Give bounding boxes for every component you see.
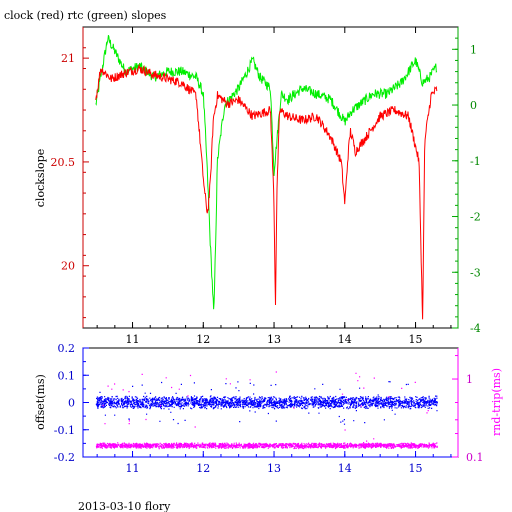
rnd-trip-scatter-points <box>95 371 438 450</box>
top-x-tick-label: 12 <box>196 333 210 346</box>
top-y2-tick-label: 1 <box>470 43 477 56</box>
top-x-tick-label: 15 <box>409 333 423 346</box>
bottom-y-tick-label: -0.2 <box>54 451 75 464</box>
bottom-x-tick-label: 11 <box>126 462 140 475</box>
bottom-x-tick-label: 15 <box>409 462 423 475</box>
bottom-x-tick-label: 12 <box>196 462 210 475</box>
top-series-layer <box>95 35 438 320</box>
chart-title: clock (red) rtc (green) slopes <box>4 9 167 22</box>
bottom-y-tick-label: 0 <box>68 397 75 410</box>
top-x-tick-label: 11 <box>126 333 140 346</box>
bottom-x-tick-label: 13 <box>267 462 281 475</box>
top-y2-tick-label: -3 <box>470 266 481 279</box>
bottom-x-ticks: 11 12 13 14 15 <box>96 451 452 475</box>
bottom-series-layer <box>95 371 438 450</box>
clock-series-line <box>95 63 438 320</box>
offset-scatter-points <box>95 381 438 425</box>
top-y-axis-label: clockslope <box>34 149 47 207</box>
bottom-y-tick-label: 0.1 <box>58 369 76 382</box>
bottom-y-axis-label: offset(ms) <box>34 374 47 430</box>
top-y-tick-label: 20 <box>61 260 75 273</box>
bottom-y-ticks: 0.2 0.1 0 -0.1 -0.2 <box>54 342 89 464</box>
top-y2-tick-label: -4 <box>470 322 481 335</box>
bottom-y2-ticks: 10.1 <box>452 355 484 464</box>
bottom-y2-tick-label: 1 <box>466 373 473 386</box>
top-y-ticks: 20 20.5 21 <box>51 47 89 319</box>
footer-caption: 2013-03-10 flory <box>78 500 171 512</box>
top-x-tick-label: 13 <box>267 333 281 346</box>
bottom-y-tick-label: 0.2 <box>58 342 76 355</box>
top-x-tick-label: 14 <box>338 333 352 346</box>
top-x-ticks: 11 12 13 14 15 <box>96 27 452 346</box>
top-y-tick-label: 21 <box>61 52 75 65</box>
top-y-tick-label: 20.5 <box>51 156 76 169</box>
top-y2-tick-label: -1 <box>470 155 481 168</box>
top-y2-ticks: -4 -3 -2 -1 0 1 <box>452 37 481 335</box>
bottom-y-tick-label: -0.1 <box>54 424 75 437</box>
bottom-y2-tick-label: 0.1 <box>466 451 484 464</box>
top-y2-tick-label: -2 <box>470 211 481 224</box>
top-y2-tick-label: 0 <box>470 99 477 112</box>
rtc-series-line <box>95 35 438 310</box>
bottom-y2-axis-label: rnd-trip(ms) <box>490 368 503 436</box>
bottom-x-tick-label: 14 <box>338 462 352 475</box>
